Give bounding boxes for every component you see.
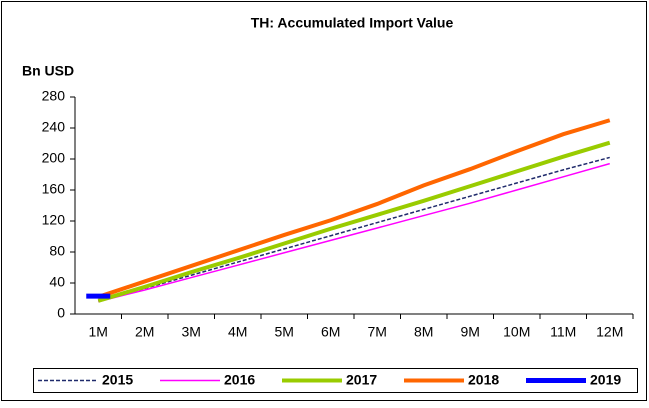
legend-label: 2019 xyxy=(590,372,621,388)
y-axis-label: Bn USD xyxy=(22,63,74,79)
series-line xyxy=(98,162,610,303)
series-line xyxy=(97,140,611,303)
x-tick-label: 10M xyxy=(503,324,530,340)
y-tick-label: 40 xyxy=(49,274,65,290)
x-tick-label: 11M xyxy=(550,324,576,340)
y-tick-label: 160 xyxy=(42,181,66,197)
y-tick-label: 240 xyxy=(42,119,66,135)
x-tick-label: 2M xyxy=(135,324,154,340)
x-tick-label: 9M xyxy=(461,324,480,340)
x-tick-label: 6M xyxy=(321,324,340,340)
legend-label: 2017 xyxy=(346,372,377,388)
chart-frame xyxy=(1,1,647,401)
x-tick-label: 5M xyxy=(275,324,294,340)
y-tick-label: 200 xyxy=(42,150,66,166)
y-tick-label: 280 xyxy=(42,88,66,104)
x-tick-label: 7M xyxy=(368,324,387,340)
y-tick-label: 0 xyxy=(57,305,65,321)
x-tick-label: 3M xyxy=(182,324,201,340)
legend-label: 2016 xyxy=(224,372,255,388)
x-tick-label: 1M xyxy=(89,324,108,340)
x-tick-label: 12M xyxy=(596,324,623,340)
legend-label: 2015 xyxy=(102,372,133,388)
x-tick-label: 8M xyxy=(414,324,433,340)
series-line xyxy=(97,118,611,299)
series-line xyxy=(98,156,610,302)
y-tick-label: 80 xyxy=(49,243,65,259)
x-tick-label: 4M xyxy=(228,324,247,340)
y-tick-label: 120 xyxy=(42,212,66,228)
legend-label: 2018 xyxy=(468,372,499,388)
chart-title: TH: Accumulated Import Value xyxy=(251,15,454,31)
